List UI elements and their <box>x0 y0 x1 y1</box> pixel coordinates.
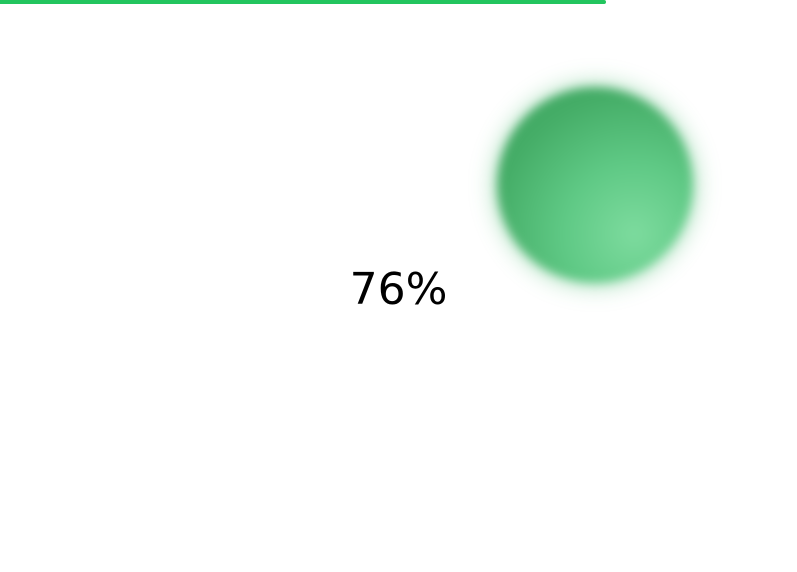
progress-bar-fill <box>0 0 606 4</box>
progress-percent-label: 76% <box>349 264 448 315</box>
green-blob-decoration <box>497 87 693 283</box>
progress-bar <box>0 0 797 4</box>
